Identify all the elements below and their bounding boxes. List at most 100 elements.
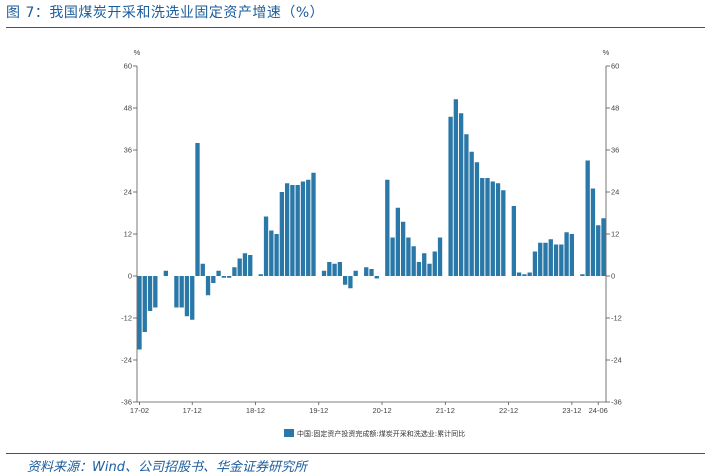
bar bbox=[569, 234, 575, 276]
y-tick-label-left: -24 bbox=[121, 356, 132, 365]
x-tick-label: 21-12 bbox=[436, 406, 455, 415]
x-tick-label: 19-12 bbox=[309, 406, 328, 415]
x-tick-label: 17-12 bbox=[183, 406, 202, 415]
x-tick-label: 23-12 bbox=[562, 406, 581, 415]
bar bbox=[337, 262, 343, 276]
bar bbox=[385, 179, 390, 276]
title-rule bbox=[6, 27, 705, 28]
bar bbox=[464, 134, 469, 276]
bar bbox=[284, 183, 290, 276]
y-tick-label-right: -36 bbox=[611, 398, 622, 407]
bar bbox=[348, 276, 353, 289]
bar bbox=[364, 267, 369, 276]
bar bbox=[137, 276, 142, 350]
bar bbox=[374, 276, 379, 279]
chart-bars bbox=[137, 99, 606, 350]
bar bbox=[258, 274, 263, 276]
bar bbox=[490, 181, 495, 276]
y-tick-label-right: 12 bbox=[611, 230, 619, 239]
bar bbox=[142, 276, 147, 332]
bar bbox=[153, 276, 158, 308]
bar bbox=[205, 276, 211, 296]
bar bbox=[416, 262, 422, 276]
bar bbox=[585, 160, 590, 276]
bar bbox=[269, 230, 274, 276]
figure-title: 图 7：我国煤炭开采和洗选业固定资产增速（%） bbox=[6, 5, 325, 21]
y-tick-label-left: 36 bbox=[124, 146, 132, 155]
bar bbox=[163, 270, 169, 276]
x-tick-label: 17-02 bbox=[130, 406, 149, 415]
y-tick-label-left: -12 bbox=[121, 314, 132, 323]
bar bbox=[226, 276, 232, 278]
y-tick-label-left: 24 bbox=[124, 188, 132, 197]
bar bbox=[216, 270, 221, 276]
bar bbox=[448, 116, 453, 276]
bar bbox=[232, 267, 237, 276]
x-tick-label: 22-12 bbox=[499, 406, 518, 415]
bar bbox=[564, 232, 569, 276]
bar bbox=[400, 221, 406, 276]
bar bbox=[274, 234, 279, 276]
y-tick-label-right: 36 bbox=[611, 146, 619, 155]
y-tick-label-left: 60 bbox=[124, 62, 132, 71]
source-note: 资料来源：Wind、公司招股书、华金证券研究所 bbox=[27, 460, 307, 475]
bar bbox=[532, 251, 538, 276]
chart-legend: 中国:固定资产投资完成额:煤炭开采和洗选业:累计同比 bbox=[284, 429, 465, 438]
bar bbox=[559, 244, 564, 276]
bar bbox=[342, 276, 348, 285]
y-tick-label-left: 12 bbox=[124, 230, 132, 239]
bar bbox=[279, 192, 285, 276]
left-unit-label: % bbox=[134, 48, 141, 57]
x-tick-label: 18-12 bbox=[246, 406, 265, 415]
bar bbox=[195, 143, 200, 276]
bar bbox=[332, 263, 337, 276]
legend-label: 中国:固定资产投资完成额:煤炭开采和洗选业:累计同比 bbox=[297, 429, 465, 438]
bar bbox=[263, 216, 269, 276]
y-tick-label-right: 48 bbox=[611, 104, 619, 113]
y-tick-label-right: 60 bbox=[611, 62, 619, 71]
bar bbox=[516, 272, 522, 276]
bar bbox=[190, 276, 195, 320]
bar bbox=[474, 162, 480, 276]
bar bbox=[390, 237, 395, 276]
bar bbox=[211, 276, 216, 283]
bar bbox=[543, 242, 548, 276]
source-rule bbox=[6, 453, 705, 454]
bar bbox=[237, 258, 242, 276]
y-tick-label-right: -24 bbox=[611, 356, 622, 365]
y-tick-label-left: -36 bbox=[121, 398, 132, 407]
bar bbox=[480, 178, 485, 276]
bar bbox=[432, 251, 437, 276]
bar bbox=[300, 181, 306, 276]
bar bbox=[553, 244, 559, 276]
bar bbox=[580, 274, 585, 276]
bar bbox=[538, 242, 543, 276]
bar bbox=[327, 262, 332, 276]
legend-swatch bbox=[284, 429, 294, 437]
bar bbox=[458, 113, 464, 276]
bar bbox=[527, 272, 532, 276]
x-tick-label: 20-12 bbox=[372, 406, 391, 415]
bar bbox=[453, 99, 459, 276]
bar bbox=[411, 246, 416, 276]
bar bbox=[485, 178, 490, 276]
bar bbox=[395, 207, 401, 276]
bar bbox=[422, 253, 427, 276]
x-tick-label: 24-06 bbox=[589, 406, 608, 415]
bar bbox=[174, 276, 179, 308]
y-tick-label-right: 0 bbox=[611, 272, 615, 281]
y-tick-label-left: 48 bbox=[124, 104, 132, 113]
bar bbox=[200, 263, 205, 276]
y-tick-label-right: 24 bbox=[611, 188, 619, 197]
bar bbox=[306, 179, 311, 276]
right-unit-label: % bbox=[603, 48, 610, 57]
bar bbox=[147, 276, 153, 311]
bar bbox=[601, 218, 606, 276]
bar bbox=[511, 206, 517, 276]
bar bbox=[596, 225, 601, 276]
bar bbox=[179, 276, 184, 308]
bar bbox=[522, 274, 527, 276]
bar bbox=[242, 253, 248, 276]
